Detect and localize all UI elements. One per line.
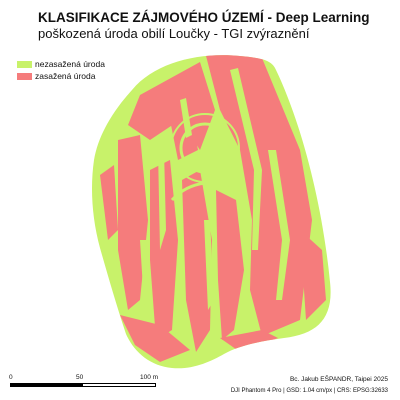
healthy-streaks xyxy=(140,68,290,310)
scale-label-50: 50 xyxy=(76,374,84,381)
legend-swatch-damaged xyxy=(17,72,32,80)
legend-label-damaged: zasažená úroda xyxy=(35,71,96,81)
capture-metadata: DJI Phantom 4 Pro | GSD: 1.04 cm/px | CR… xyxy=(230,388,388,394)
author-credit: Bc. Jakub EŠPANDR, Taipei 2025 xyxy=(289,376,388,383)
legend-item-damaged: zasažená úroda xyxy=(17,70,105,82)
legend-label-healthy: nezasažená úroda xyxy=(35,59,105,69)
scale-label-0: 0 xyxy=(9,374,13,381)
legend: nezasažená úroda zasažená úroda xyxy=(17,58,105,82)
scale-label-100: 100 m xyxy=(140,374,159,381)
tramlines xyxy=(170,113,241,202)
scale-segment-dark xyxy=(11,384,83,386)
map-title: KLASIFIKACE ZÁJMOVÉHO ÚZEMÍ - Deep Learn… xyxy=(38,10,370,25)
scale-track xyxy=(10,383,156,387)
legend-swatch-healthy xyxy=(17,60,32,68)
scale-labels: 0 50 100 m xyxy=(9,374,159,382)
scale-segment-light xyxy=(83,384,155,386)
legend-item-healthy: nezasažená úroda xyxy=(17,58,105,70)
scale-bar: 0 50 100 m xyxy=(9,374,159,390)
field-area xyxy=(92,55,331,369)
map-subtitle: poškozená úroda obilí Loučky - TGI zvýra… xyxy=(38,26,310,41)
